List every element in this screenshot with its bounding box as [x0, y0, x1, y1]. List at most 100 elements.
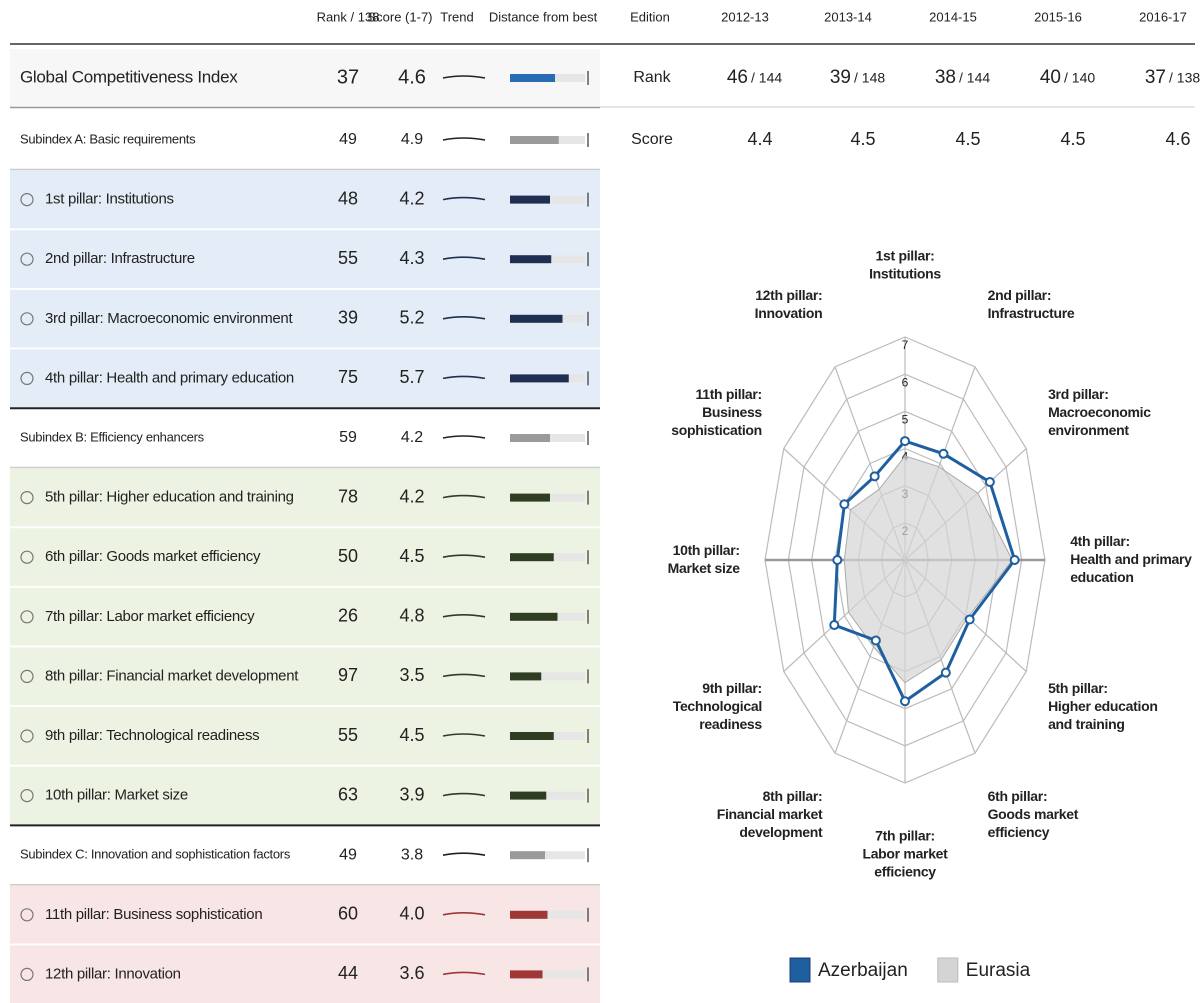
edition-of: / 144 [751, 70, 782, 86]
distance-track [510, 851, 585, 860]
edition-score: 4.4 [747, 129, 772, 149]
axis-label-line: Financial market [717, 806, 823, 822]
pillar-icon [20, 669, 34, 684]
edition-score: 4.6 [1165, 129, 1190, 149]
trend-line [442, 971, 486, 976]
axis-label: 5th pillar: Higher education and training [1048, 680, 1158, 732]
score: 4.5 [399, 725, 424, 745]
pillar-icon [20, 193, 34, 207]
pillar-icon [20, 312, 34, 326]
axis-label-line: Higher education [1048, 698, 1158, 714]
row-backgrounds [10, 49, 600, 1003]
axis-label: 9th pillar: Technological readiness [673, 680, 763, 732]
axis-label-line: 9th pillar: [702, 680, 762, 696]
axis-label: 7th pillar: Labor market efficiency [862, 827, 948, 879]
row-label: 12th pillar: Innovation [45, 965, 181, 982]
pillar-icon [20, 729, 34, 743]
series-point [1009, 555, 1020, 565]
row-background [10, 766, 600, 825]
r-tick-label: 6 [902, 375, 909, 389]
rank: 48 [338, 188, 358, 208]
rank: 26 [338, 606, 358, 626]
row-label: 11th pillar: Business sophistication [45, 906, 262, 923]
row-background [10, 885, 600, 944]
trend-line [442, 912, 486, 916]
axis-label: 1st pillar: Institutions [869, 247, 941, 281]
row-label: 7th pillar: Labor market efficiency [45, 608, 255, 625]
axis-label-line: efficiency [874, 863, 936, 879]
pillar-icon [20, 550, 34, 564]
edition-score: 4.5 [850, 129, 875, 149]
series-point [964, 614, 975, 625]
distance-bar [510, 672, 542, 681]
pillar-icon [20, 371, 34, 385]
rank: 60 [338, 904, 358, 924]
axis-label-line: Infrastructure [988, 305, 1075, 321]
legend-swatch [937, 957, 959, 983]
score: 3.5 [399, 665, 424, 685]
legend-swatch [789, 957, 811, 983]
row-background [10, 587, 600, 646]
row-label: Subindex C: Innovation and sophisticatio… [20, 847, 291, 862]
rank: 75 [338, 367, 358, 387]
axis-label-line: 4th pillar: [1070, 533, 1130, 549]
score: 4.2 [399, 486, 424, 506]
pillar-icon [20, 610, 34, 624]
distance-bar [510, 434, 550, 442]
pillar-icon [20, 252, 34, 266]
edition-year: 2015-16 [1034, 9, 1082, 24]
axis-label-line: Innovation [755, 305, 823, 321]
legend-label: Eurasia [966, 960, 1031, 981]
row-background [10, 468, 600, 527]
axis-label-line: sophistication [671, 422, 762, 438]
distance-track [510, 791, 585, 800]
row-label: 1st pillar: Institutions [45, 191, 174, 208]
distance-bar [510, 851, 545, 860]
edition-rank: 40 [1040, 67, 1061, 88]
col-header: Score (1-7) [367, 9, 432, 24]
axis-label: 12th pillar: Innovation [755, 287, 823, 321]
distance-bar [510, 195, 550, 204]
edition-year: 2013-14 [824, 9, 872, 24]
distance-track [510, 672, 585, 681]
score: 3.9 [399, 784, 424, 804]
axis-label-line: 1st pillar: [876, 247, 935, 263]
distance-bar [510, 553, 554, 562]
axis-label-line: Technological [673, 698, 762, 714]
edition-year: 2012-13 [721, 9, 769, 24]
row-background [10, 289, 600, 348]
axis-label-line: efficiency [988, 824, 1050, 840]
series-point [869, 471, 880, 482]
col-header: Trend [440, 9, 473, 24]
axis-label-line: Goods market [988, 806, 1079, 822]
axis-label-line: 8th pillar: [763, 788, 823, 804]
series-point [870, 635, 881, 646]
distance-bar [510, 910, 548, 919]
row-label: Subindex B: Efficiency enhancers [20, 429, 205, 444]
rank: 63 [338, 784, 358, 804]
row-label: Score [631, 131, 673, 148]
trend-line [442, 375, 486, 380]
axis-label-line: 2nd pillar: [988, 287, 1052, 303]
score: 3.6 [399, 963, 424, 983]
trend-line [442, 256, 486, 260]
score: 4.3 [399, 248, 424, 268]
axis-label-line: 10th pillar: [673, 542, 740, 558]
edition-rank: 38 [935, 67, 956, 88]
axis-label-line: and training [1048, 716, 1125, 732]
score: 5.2 [399, 308, 424, 328]
trend-line [442, 75, 486, 79]
axis-label-line: Market size [668, 560, 741, 576]
distance-track [510, 970, 585, 979]
axis-label: 8th pillar: Financial market development [717, 788, 823, 840]
rank: 55 [338, 248, 358, 268]
legend-label: Azerbaijan [818, 960, 908, 981]
pillar-icon [20, 491, 34, 505]
distance-bar [510, 970, 543, 979]
score: 3.8 [401, 846, 423, 863]
score: 4.0 [399, 904, 424, 924]
trend-line [442, 852, 486, 856]
axis-label-line: 7th pillar: [875, 827, 935, 843]
row-background [10, 945, 600, 1003]
